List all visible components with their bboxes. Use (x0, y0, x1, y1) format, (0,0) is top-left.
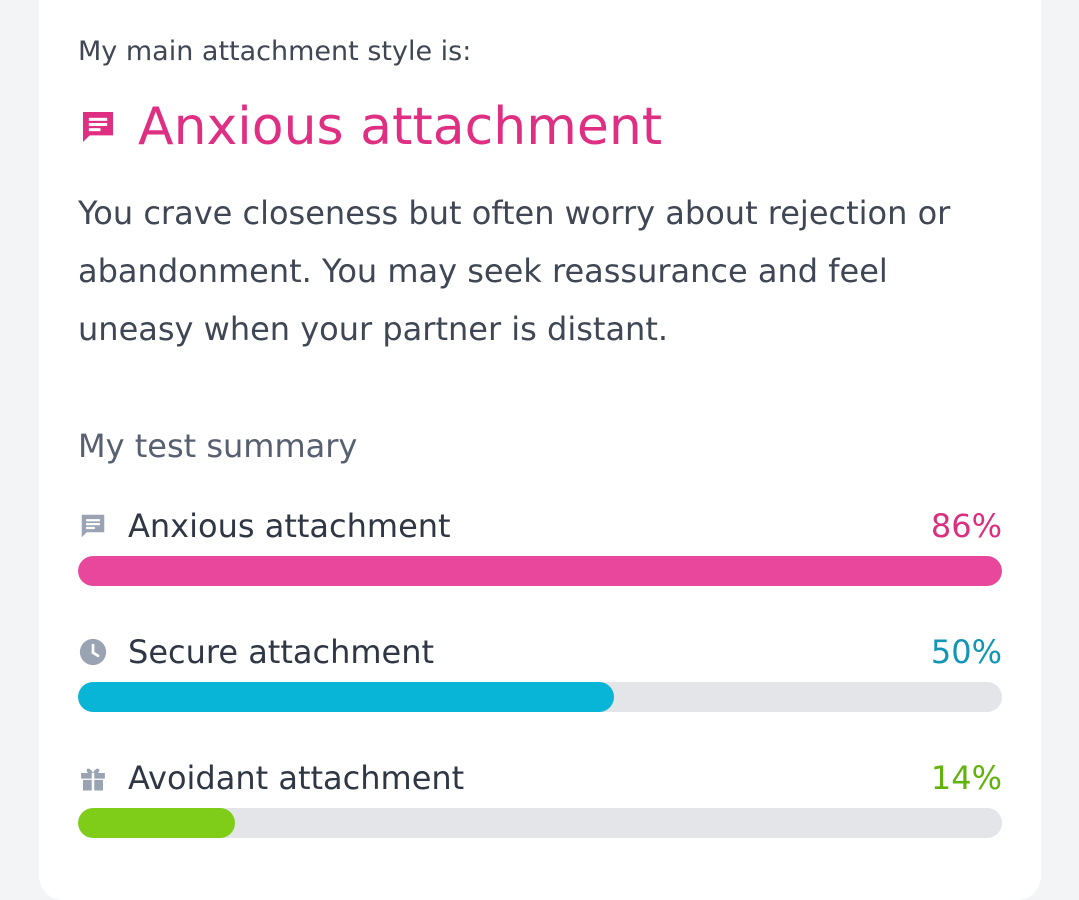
message-icon (78, 511, 108, 541)
summary-item-percent: 50% (930, 633, 1002, 671)
summary-item-label: Secure attachment (128, 633, 435, 671)
result-description: You crave closeness but often worry abou… (78, 194, 951, 348)
result-card (39, 0, 1041, 900)
progress-track (78, 556, 1002, 586)
summary-title: My test summary (78, 427, 358, 465)
gift-icon (78, 763, 108, 793)
summary-item-percent: 86% (930, 507, 1002, 545)
message-icon (78, 107, 118, 147)
summary-item-anxious: Anxious attachment 86% (78, 500, 1002, 586)
result-title: Anxious attachment (138, 97, 663, 157)
progress-fill (78, 556, 1002, 586)
summary-item-label: Avoidant attachment (128, 759, 465, 797)
summary-item-avoidant: Avoidant attachment 14% (78, 752, 1002, 838)
result-heading: Anxious attachment (78, 92, 662, 162)
result-intro: My main attachment style is: (78, 36, 472, 67)
progress-track (78, 682, 1002, 712)
progress-fill (78, 808, 236, 838)
clock-icon (78, 637, 108, 667)
progress-fill (78, 682, 614, 712)
summary-item-label: Anxious attachment (128, 507, 451, 545)
summary-item-percent: 14% (930, 759, 1002, 797)
progress-track (78, 808, 1002, 838)
summary-item-secure: Secure attachment 50% (78, 626, 1002, 712)
